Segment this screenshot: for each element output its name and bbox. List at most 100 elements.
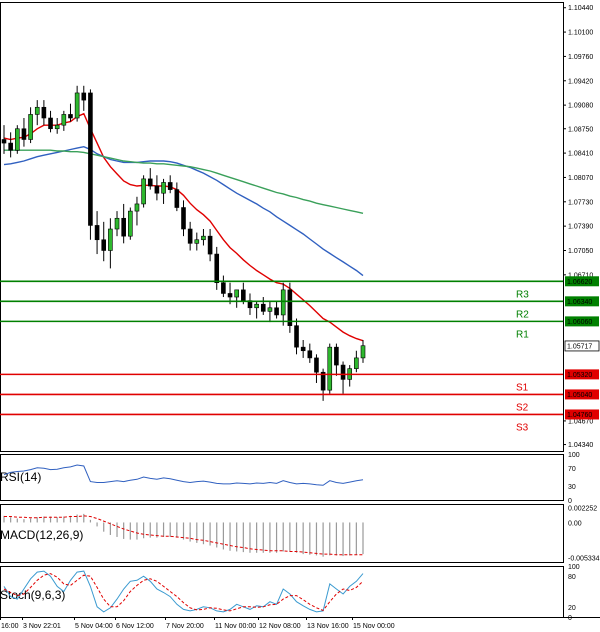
stoch-main-line (3, 570, 364, 613)
bullish-candle (267, 307, 273, 312)
rsi-line (3, 464, 364, 486)
macd-histogram-bar (176, 522, 178, 538)
macd-title: MACD(12,26,9) (0, 528, 83, 542)
macd-tick-label: -0.005334 (568, 556, 600, 563)
macd-histogram-bar (269, 522, 271, 553)
bearish-candle (48, 117, 53, 130)
macd-histogram-bar (116, 522, 118, 537)
bullish-candle (74, 92, 80, 119)
macd-histogram-bar (69, 515, 72, 523)
macd-histogram-bar (23, 519, 25, 523)
level-price-box (565, 389, 599, 400)
bearish-candle (181, 207, 186, 230)
time-tick-label: 5 Nov 04:00 (75, 623, 113, 630)
bearish-candle (167, 182, 173, 190)
bullish-candle (161, 182, 166, 194)
macd-histogram-bar (236, 522, 238, 552)
macd-histogram-bar (123, 522, 125, 539)
price-tick-label: 1.04670 (568, 418, 593, 425)
bullish-candle (28, 114, 33, 140)
time-tick-label: 3 Nov 22:01 (23, 623, 61, 630)
level-label-r2: R2 (516, 309, 529, 320)
bearish-candle (307, 350, 313, 359)
macd-histogram-bar (242, 522, 244, 553)
price-tick-label: 1.09080 (568, 103, 593, 110)
price-tick-label: 1.10100 (568, 30, 593, 37)
macd-histogram-bar (63, 516, 65, 523)
bearish-candle (287, 289, 293, 326)
bearish-candle (260, 303, 266, 312)
rsi-tick-label: 30 (568, 484, 576, 491)
bearish-candle (300, 346, 306, 352)
level-price-label: 1.06060 (567, 319, 592, 326)
bullish-candle (114, 217, 120, 230)
bearish-candle (68, 114, 73, 119)
macd-histogram-bar (149, 522, 151, 538)
time-tick-label: 13 Nov 16:00 (307, 623, 349, 630)
current-price-box (564, 340, 600, 352)
level-price-box (565, 276, 599, 287)
stoch-tick-label: 80 (568, 574, 576, 581)
bearish-candle (174, 189, 180, 208)
bullish-candle (327, 346, 333, 391)
level-label-r3: R3 (516, 289, 529, 300)
macd-histogram-bar (103, 522, 105, 532)
price-tick-label: 1.07050 (568, 248, 593, 255)
price-tick-label: 1.06710 (568, 272, 593, 279)
bullish-candle (360, 345, 366, 359)
price-tick-label: 1.09760 (568, 54, 593, 61)
bearish-candle (207, 235, 213, 255)
time-tick-label: 12 Nov 08:00 (259, 623, 301, 630)
price-tick-label: 1.08750 (568, 126, 593, 133)
macd-histogram-bar (315, 522, 318, 556)
rsi-tick-label: 100 (568, 452, 580, 459)
time-tick-label: 6 Nov 12:00 (116, 623, 154, 630)
price-tick-label: 1.04340 (568, 442, 593, 449)
bearish-candle (8, 142, 13, 151)
level-price-label: 1.05040 (567, 392, 592, 399)
stoch-signal-line (3, 573, 364, 612)
bullish-candle (234, 289, 239, 298)
macd-histogram-bar (335, 522, 338, 556)
level-price-label: 1.05320 (567, 372, 592, 379)
stoch-tick-label: 100 (568, 564, 580, 571)
macd-histogram-bar (229, 522, 231, 551)
macd-histogram-bar (275, 522, 278, 553)
bullish-candle (54, 124, 60, 130)
macd-histogram-bar (10, 517, 12, 523)
macd-histogram-bar (349, 522, 351, 556)
bearish-candle (147, 178, 153, 187)
macd-histogram-bar (3, 515, 5, 523)
macd-histogram-bar (156, 522, 158, 538)
macd-histogram-bar (196, 522, 198, 543)
macd-histogram-bar (49, 516, 52, 523)
bullish-candle (34, 106, 40, 115)
macd-histogram-bar (96, 522, 98, 527)
bearish-candle (154, 185, 160, 194)
macd-histogram-bar (189, 522, 191, 542)
bullish-candle (61, 114, 67, 126)
macd-histogram-bar (56, 517, 58, 523)
bearish-candle (94, 225, 100, 241)
macd-histogram-bar (322, 522, 324, 557)
rsi-tick-label: 0 (568, 498, 572, 505)
bullish-candle (14, 128, 20, 151)
macd-histogram-bar (109, 522, 111, 535)
bearish-candle (334, 346, 339, 366)
macd-histogram-bar (295, 522, 298, 553)
level-label-s2: S2 (516, 402, 529, 413)
macd-histogram-bar (83, 513, 85, 523)
level-price-label: 1.06620 (567, 279, 592, 286)
bearish-candle (121, 217, 126, 237)
macd-tick-label: 0.00 (568, 520, 582, 527)
bullish-candle (134, 203, 140, 212)
bullish-candle (354, 357, 359, 369)
level-price-box (565, 296, 599, 307)
bullish-candle (254, 303, 259, 309)
bearish-candle (21, 128, 27, 140)
bearish-candle (274, 307, 279, 316)
price-tick-label: 1.07730 (568, 199, 593, 206)
macd-histogram-bar (16, 518, 18, 523)
bearish-candle (81, 92, 87, 101)
rsi-tick-label: 70 (568, 466, 576, 473)
